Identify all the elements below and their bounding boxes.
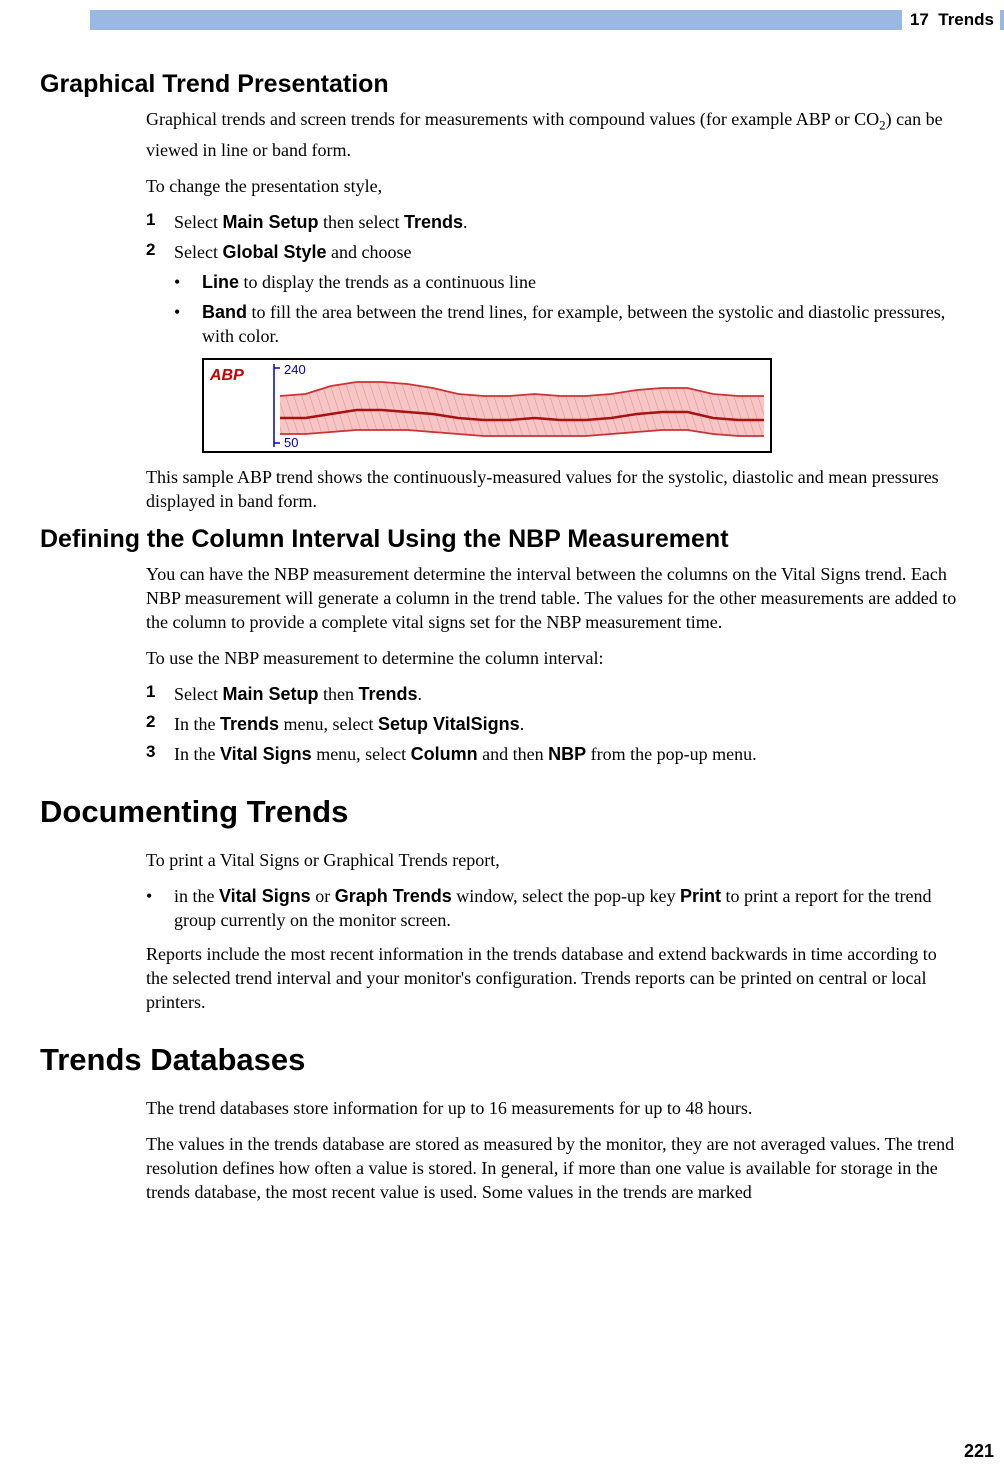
step-text: Select Global Style and choose [174, 240, 412, 264]
section-heading-nbp-column: Defining the Column Interval Using the N… [40, 525, 964, 554]
page-header: 17 Trends [40, 0, 964, 36]
section1-step2: 2 Select Global Style and choose [146, 240, 960, 264]
section2-step2: 2 In the Trends menu, select Setup Vital… [146, 712, 960, 736]
chapter-title: Trends [938, 10, 994, 29]
page-number: 221 [964, 1441, 994, 1462]
step-text: In the Trends menu, select Setup VitalSi… [174, 712, 524, 736]
svg-text:ABP: ABP [209, 367, 244, 384]
section3-p2: Reports include the most recent informat… [146, 942, 960, 1014]
section-heading-documenting-trends: Documenting Trends [40, 794, 964, 830]
section-heading-trends-databases: Trends Databases [40, 1042, 964, 1078]
step-number: 1 [146, 210, 174, 234]
section2-step1: 1 Select Main Setup then Trends. [146, 682, 960, 706]
section1-body: Graphical trends and screen trends for m… [146, 107, 960, 513]
section-heading-graphical-trend: Graphical Trend Presentation [40, 70, 964, 99]
section2-p2: To use the NBP measurement to determine … [146, 646, 960, 670]
bullet-dot: • [146, 884, 174, 932]
step-number: 2 [146, 712, 174, 736]
section2-body: You can have the NBP measurement determi… [146, 562, 960, 766]
abp-trend-svg: 240 50 ABP [204, 360, 770, 451]
header-label: 17 Trends [902, 8, 1000, 32]
abp-trend-chart: 240 50 ABP [202, 358, 772, 453]
section3-p1: To print a Vital Signs or Graphical Tren… [146, 848, 960, 872]
section3-body: To print a Vital Signs or Graphical Tren… [146, 848, 960, 1014]
section1-step1: 1 Select Main Setup then select Trends. [146, 210, 960, 234]
svg-text:240: 240 [284, 362, 306, 377]
step-number: 2 [146, 240, 174, 264]
bullet-text: Line to display the trends as a continuo… [202, 270, 536, 294]
chapter-number: 17 [910, 10, 929, 29]
bullet-text: Band to fill the area between the trend … [202, 300, 960, 348]
section1-p2: To change the presentation style, [146, 174, 960, 198]
svg-text:50: 50 [284, 435, 298, 450]
section1-bullet2: • Band to fill the area between the tren… [174, 300, 960, 348]
step-text: Select Main Setup then Trends. [174, 682, 422, 706]
header-bar [90, 10, 1004, 30]
section1-p1: Graphical trends and screen trends for m… [146, 107, 960, 162]
section1-sublist: • Line to display the trends as a contin… [174, 270, 960, 453]
section4-body: The trend databases store information fo… [146, 1096, 960, 1204]
section2-step3: 3 In the Vital Signs menu, select Column… [146, 742, 960, 766]
bullet-dot: • [174, 300, 202, 348]
section1-p3: This sample ABP trend shows the continuo… [146, 465, 960, 513]
step-number: 3 [146, 742, 174, 766]
bullet-dot: • [174, 270, 202, 294]
bullet-text: in the Vital Signs or Graph Trends windo… [174, 884, 960, 932]
section2-p1: You can have the NBP measurement determi… [146, 562, 960, 634]
step-text: In the Vital Signs menu, select Column a… [174, 742, 757, 766]
section4-p2: The values in the trends database are st… [146, 1132, 960, 1204]
section3-bullet1: • in the Vital Signs or Graph Trends win… [146, 884, 960, 932]
step-number: 1 [146, 682, 174, 706]
section4-p1: The trend databases store information fo… [146, 1096, 960, 1120]
page: 17 Trends Graphical Trend Presentation G… [0, 0, 1004, 1476]
section1-bullet1: • Line to display the trends as a contin… [174, 270, 960, 294]
step-text: Select Main Setup then select Trends. [174, 210, 468, 234]
